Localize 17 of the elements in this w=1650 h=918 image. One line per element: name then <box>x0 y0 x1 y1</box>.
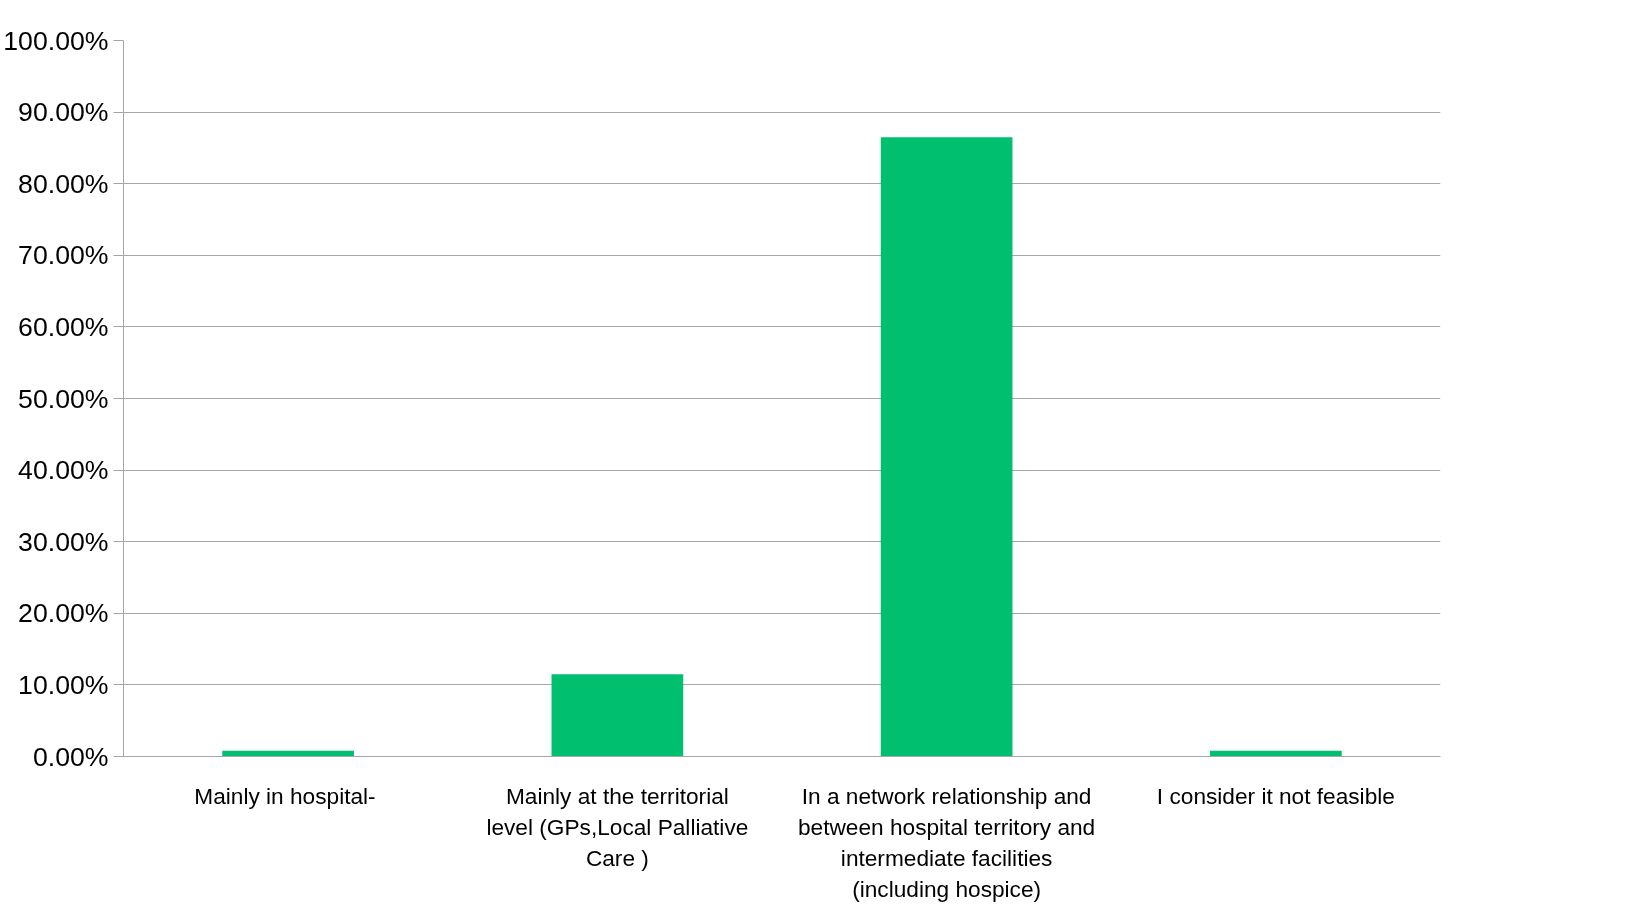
x-tick-label: Mainly at the territorial level (GPs,Local Palliative Care ) <box>486 782 749 871</box>
y-tick-label: 100.00% <box>3 25 109 56</box>
bar <box>880 137 1013 757</box>
x-tick-label: In a network relationship and between hospital territory and intermediate facilities (including hospice) <box>798 782 1096 903</box>
bar <box>551 674 684 757</box>
x-tick-label: I consider it not feasible <box>1156 782 1395 809</box>
y-tick-label: 10.00% <box>18 669 109 700</box>
y-tick-label: 50.00% <box>18 383 109 414</box>
y-tick-label: 70.00% <box>18 240 109 271</box>
y-tick-label: 0.00% <box>32 741 109 772</box>
y-tick-label: 20.00% <box>18 598 109 629</box>
y-tick-label: 80.00% <box>18 168 109 199</box>
y-tick-label: 30.00% <box>18 526 109 557</box>
y-tick-label: 60.00% <box>18 311 109 342</box>
y-tick-label: 40.00% <box>18 455 109 486</box>
y-tick-label: 90.00% <box>18 97 109 128</box>
x-tick-label: Mainly in hospital- <box>194 782 376 809</box>
